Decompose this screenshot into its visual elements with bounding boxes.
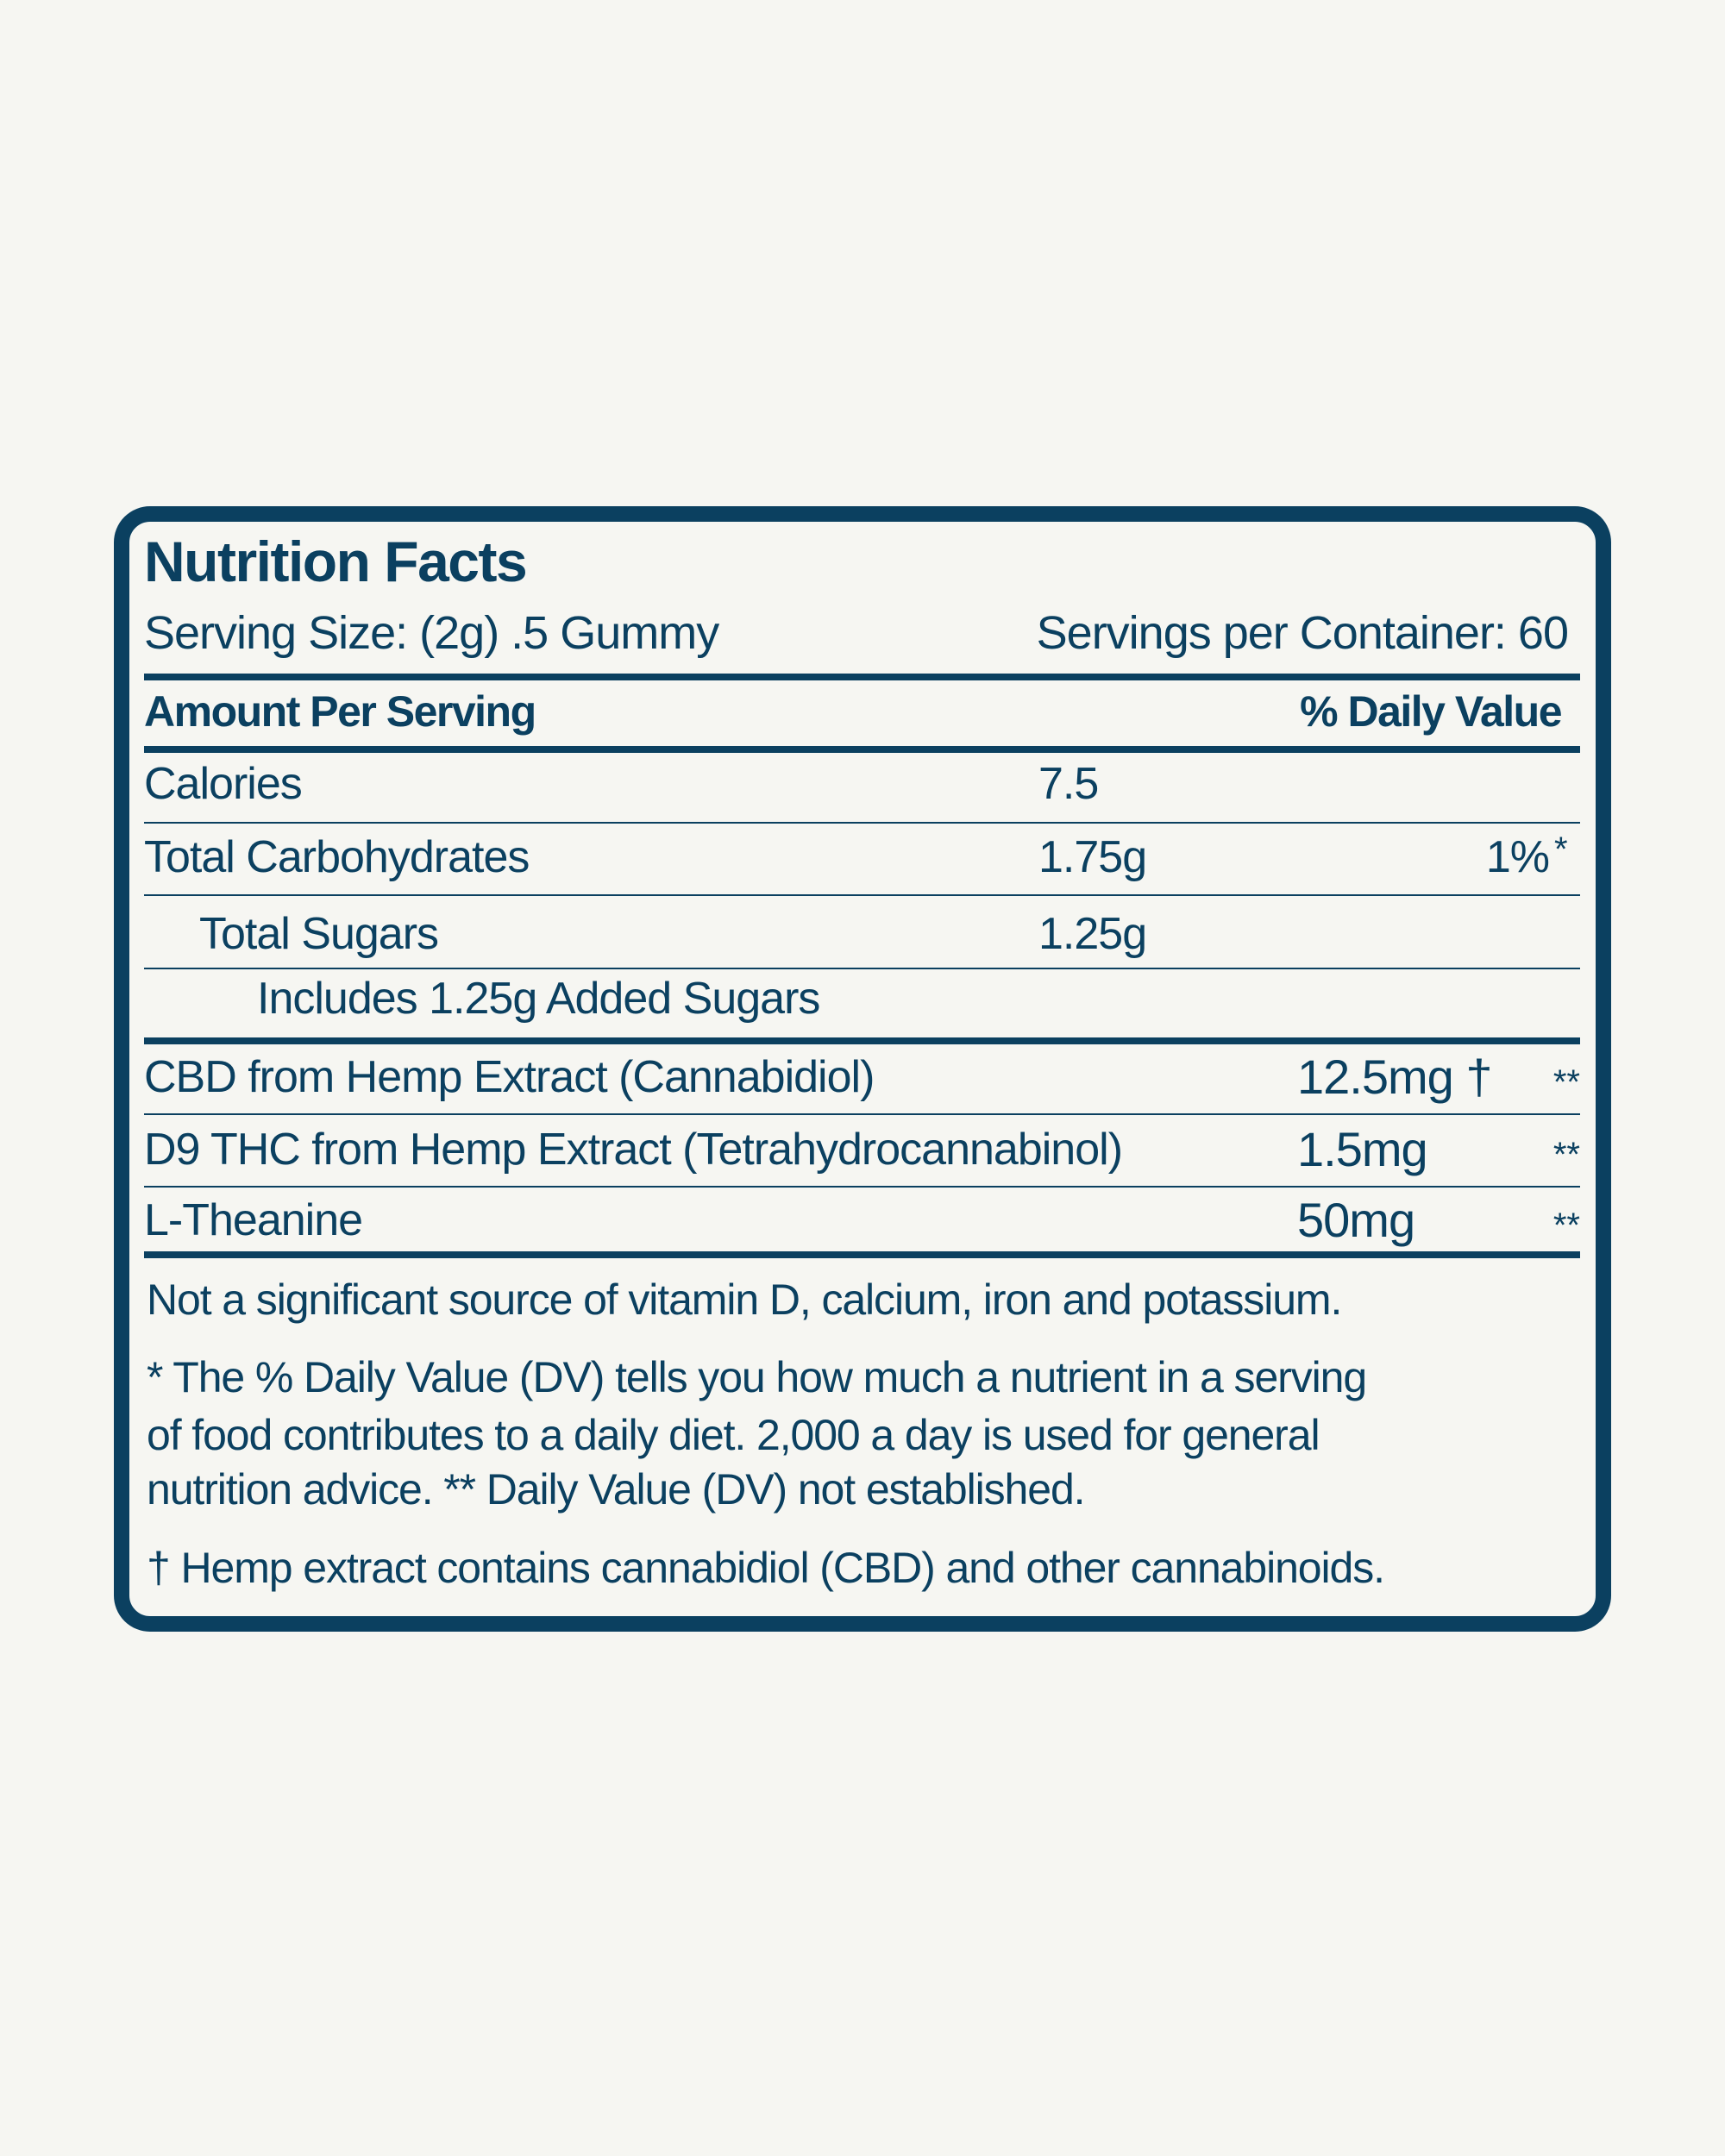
footnote-line: nutrition advice. ** Daily Value (DV) no… xyxy=(147,1465,1086,1514)
divider-thin xyxy=(144,1186,1580,1188)
dagger-note: † Hemp extract contains cannabidiol (CBD… xyxy=(147,1544,1385,1592)
not-significant-note: Not a significant source of vitamin D, c… xyxy=(147,1275,1342,1324)
nutrient-name: Total Sugars xyxy=(199,909,439,959)
divider-thick xyxy=(144,1251,1580,1258)
divider-thick xyxy=(144,674,1580,680)
ingredient-amount: 12.5mg † xyxy=(1297,1050,1492,1104)
divider-thin xyxy=(144,822,1580,824)
footnote-line: * The % Daily Value (DV) tells you how m… xyxy=(147,1353,1367,1401)
ingredient-amount: 50mg xyxy=(1297,1193,1415,1247)
daily-value-header: % Daily Value xyxy=(1300,687,1562,736)
divider-thick xyxy=(144,1037,1580,1044)
nutrient-name: Calories xyxy=(144,759,303,809)
nutrition-facts-panel xyxy=(114,506,1611,1632)
ingredient-name: D9 THC from Hemp Extract (Tetrahydrocann… xyxy=(144,1125,1123,1175)
ingredient-daily-value: ** xyxy=(1552,1206,1580,1244)
amount-per-serving-header: Amount Per Serving xyxy=(144,687,536,736)
nutrient-amount: 7.5 xyxy=(1038,759,1099,809)
servings-per-container: Servings per Container: 60 xyxy=(1036,607,1569,659)
divider-thin xyxy=(144,1113,1580,1115)
divider-thin xyxy=(144,894,1580,896)
ingredient-daily-value: ** xyxy=(1552,1136,1580,1174)
nutrient-name: Includes 1.25g Added Sugars xyxy=(257,974,820,1024)
ingredient-name: L-Theanine xyxy=(144,1195,363,1245)
footnote-line: of food contributes to a daily diet. 2,0… xyxy=(147,1411,1320,1459)
serving-size: Serving Size: (2g) .5 Gummy xyxy=(144,607,719,659)
divider-thick xyxy=(144,746,1580,753)
ingredient-daily-value: ** xyxy=(1552,1063,1580,1101)
nutrient-name: Total Carbohydrates xyxy=(144,832,530,882)
nutrient-amount: 1.75g xyxy=(1038,832,1147,882)
daily-value-asterisk: * xyxy=(1554,830,1568,868)
ingredient-amount: 1.5mg xyxy=(1297,1122,1428,1176)
ingredient-name: CBD from Hemp Extract (Cannabidiol) xyxy=(144,1052,875,1102)
nutrient-amount: 1.25g xyxy=(1038,909,1147,959)
divider-thin xyxy=(144,968,1580,969)
nutrient-daily-value: 1% xyxy=(1485,832,1550,882)
label-title: Nutrition Facts xyxy=(144,530,528,593)
